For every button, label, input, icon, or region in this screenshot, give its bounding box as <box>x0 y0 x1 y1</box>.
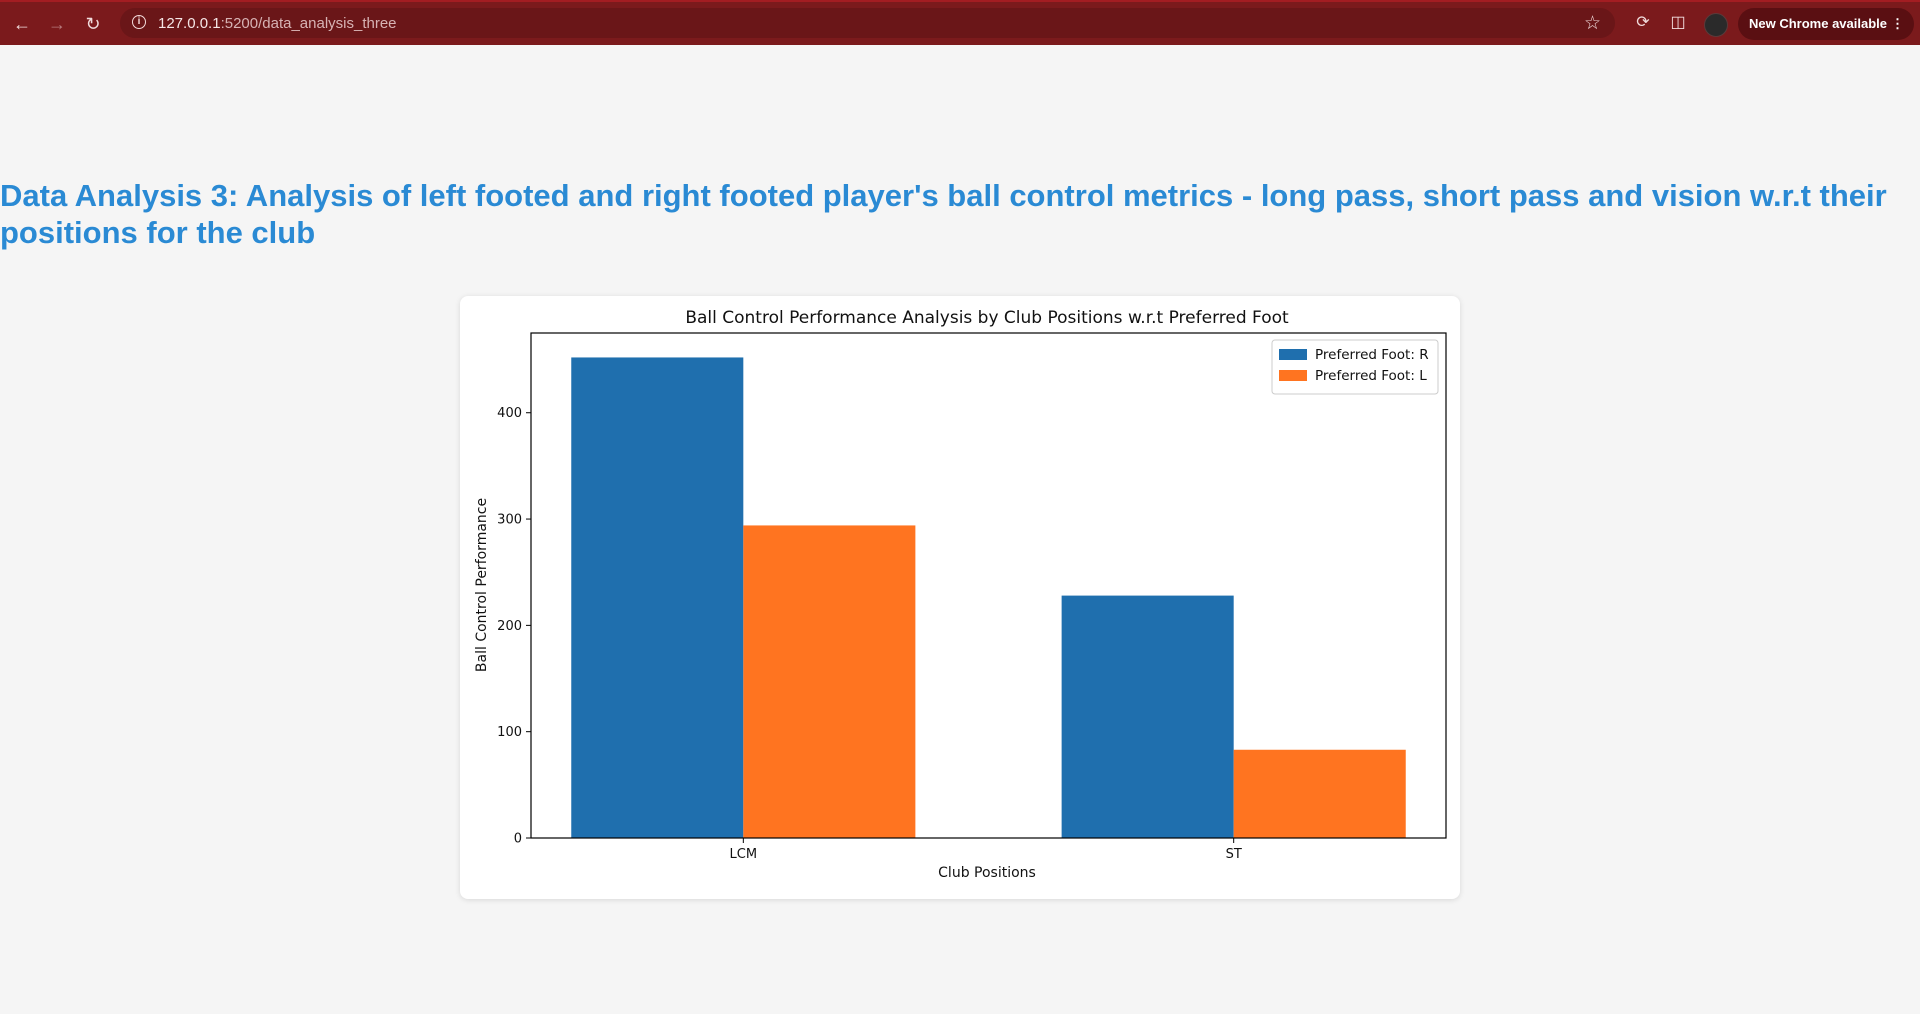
bar-lcm-right-foot <box>571 357 744 838</box>
y-tick-label: 100 <box>497 725 522 740</box>
plot-frame <box>530 332 1447 839</box>
y-tick-label: 0 <box>514 832 522 847</box>
update-chrome-label: New Chrome available <box>1749 16 1887 31</box>
reload-icon[interactable]: ↻ <box>85 14 101 34</box>
site-info-icon[interactable]: i <box>132 15 146 29</box>
legend-box <box>1271 339 1439 395</box>
chart-title: Ball Control Performance Analysis by Clu… <box>685 308 1289 328</box>
bar-st-left-foot <box>1233 749 1406 838</box>
chart-card: Ball Control Performance Analysis by Clu… <box>460 296 1460 899</box>
y-axis-label: Ball Control Performance <box>474 498 490 672</box>
bar-st-right-foot <box>1061 595 1234 838</box>
y-tick-label: 400 <box>497 406 522 421</box>
y-tick-label: 300 <box>497 513 522 528</box>
back-arrow-icon[interactable]: ← <box>13 14 31 34</box>
legend-swatch <box>1279 349 1307 360</box>
url-text[interactable]: 127.0.0.1:5200/data_analysis_three <box>158 15 397 32</box>
bars-group <box>571 357 1406 838</box>
menu-dots-icon[interactable]: ⋮ <box>1891 16 1904 31</box>
extensions-icon[interactable]: ⟳ <box>1636 14 1650 31</box>
y-axis: 0 100 200 300 400 <box>497 406 531 847</box>
x-tick-label: ST <box>1226 847 1242 862</box>
legend-swatch <box>1279 370 1307 381</box>
url-host: 127.0.0.1 <box>158 15 221 32</box>
legend-label: Preferred Foot: L <box>1315 368 1427 384</box>
page-heading: Data Analysis 3: Analysis of left footed… <box>0 178 1887 250</box>
y-tick-label: 200 <box>497 619 522 634</box>
bar-lcm-left-foot <box>743 525 916 838</box>
bookmark-star-icon[interactable]: ☆ <box>1583 13 1601 34</box>
bar-chart: Ball Control Performance Analysis by Clu… <box>474 308 1447 881</box>
browser-toolbar: ← → ↻ i 127.0.0.1:5200/data_analysis_thr… <box>0 0 1920 45</box>
x-axis: LCM ST <box>730 838 1242 862</box>
forward-arrow-icon[interactable]: → <box>48 14 66 34</box>
x-axis-label: Club Positions <box>938 865 1036 881</box>
profile-avatar[interactable] <box>1704 13 1728 37</box>
legend-label: Preferred Foot: R <box>1315 347 1429 363</box>
x-tick-label: LCM <box>730 847 758 862</box>
side-panel-icon[interactable]: ◫ <box>1670 14 1686 31</box>
update-chrome-button[interactable]: New Chrome available ⋮ <box>1738 8 1914 40</box>
address-bar[interactable]: i 127.0.0.1:5200/data_analysis_three ☆ <box>120 8 1615 38</box>
legend: Preferred Foot: R Preferred Foot: L <box>1271 339 1439 395</box>
url-path: :5200/data_analysis_three <box>220 15 397 32</box>
